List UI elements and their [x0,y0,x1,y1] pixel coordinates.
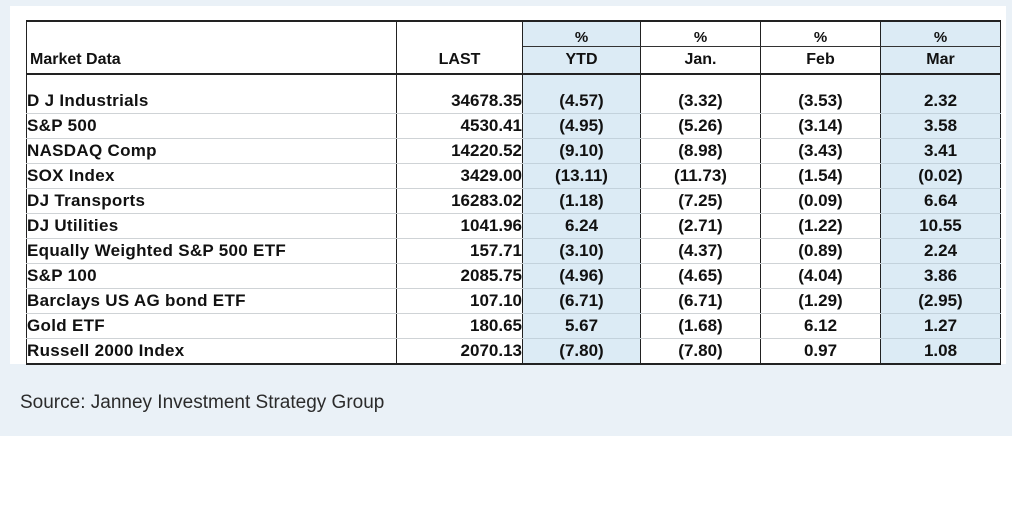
table-row: Gold ETF 180.65 5.67 (1.68) 6.12 1.27 [26,313,1001,339]
header-mar: Mar [880,46,1001,75]
row-mar: 2.32 [880,89,1001,114]
row-feb: (1.22) [760,213,881,239]
table-row: DJ Transports 16283.02 (1.18) (7.25) (0.09) 6… [26,188,1001,214]
row-feb: (0.09) [760,188,881,214]
row-ytd: (4.57) [522,89,641,114]
row-mar: 3.86 [880,263,1001,289]
header-jan: Jan. [640,46,761,75]
table-row: Russell 2000 Index 2070.13 (7.80) (7.80) 0.9… [26,338,1001,365]
row-feb: (1.29) [760,288,881,314]
row-feb: 0.97 [760,338,881,365]
row-mar: (2.95) [880,288,1001,314]
market-data-table: % % % % Market Data LAST YTD Jan. Feb Ma… [26,20,1001,365]
row-jan: (2.71) [640,213,761,239]
table-row: SOX Index 3429.00 (13.11) (11.73) (1.54) (0.0… [26,163,1001,189]
row-jan: (5.26) [640,113,761,139]
row-last: 157.71 [396,238,523,264]
table-row: NASDAQ Comp 14220.52 (9.10) (8.98) (3.43) 3.4… [26,138,1001,164]
row-feb: (0.89) [760,238,881,264]
row-name: Gold ETF [26,313,397,339]
header-row-percent: % % % % [26,20,1001,47]
row-mar: 1.08 [880,338,1001,365]
row-jan: (3.32) [640,89,761,114]
row-mar: 3.41 [880,138,1001,164]
row-ytd: (13.11) [522,163,641,189]
row-feb: (3.53) [760,89,881,114]
market-data-table-card: % % % % Market Data LAST YTD Jan. Feb Ma… [10,6,1006,365]
row-last: 4530.41 [396,113,523,139]
row-jan: (7.25) [640,188,761,214]
header-cell-percent: % [880,20,1001,47]
header-ytd: YTD [522,46,641,75]
row-last: 2085.75 [396,263,523,289]
row-jan: (8.98) [640,138,761,164]
header-cell-percent: % [760,20,881,47]
row-ytd: 6.24 [522,213,641,239]
table-row: S&P 500 4530.41 (4.95) (5.26) (3.14) 3.58 [26,113,1001,139]
row-jan: (4.37) [640,238,761,264]
header-feb: Feb [760,46,881,75]
header-cell-percent: % [640,20,761,47]
row-name: S&P 500 [26,113,397,139]
row-ytd: (4.96) [522,263,641,289]
row-ytd: (3.10) [522,238,641,264]
row-feb: 6.12 [760,313,881,339]
header-cell [396,20,523,47]
table-row: D J Industrials 34678.35 (4.57) (3.32) (3.53… [26,89,1001,114]
row-mar: 1.27 [880,313,1001,339]
figure-panel: % % % % Market Data LAST YTD Jan. Feb Ma… [0,0,1012,436]
row-ytd: (6.71) [522,288,641,314]
row-jan: (1.68) [640,313,761,339]
table-row: Equally Weighted S&P 500 ETF 157.71 (3.10)… [26,238,1001,264]
row-last: 34678.35 [396,89,523,114]
row-jan: (11.73) [640,163,761,189]
row-feb: (3.14) [760,113,881,139]
row-mar: 10.55 [880,213,1001,239]
row-ytd: (4.95) [522,113,641,139]
row-feb: (1.54) [760,163,881,189]
row-jan: (4.65) [640,263,761,289]
row-mar: (0.02) [880,163,1001,189]
row-mar: 6.64 [880,188,1001,214]
row-last: 1041.96 [396,213,523,239]
header-last: LAST [396,46,523,75]
row-feb: (3.43) [760,138,881,164]
row-name: NASDAQ Comp [26,138,397,164]
header-cell [26,20,397,47]
row-ytd: 5.67 [522,313,641,339]
row-jan: (7.80) [640,338,761,365]
row-name: DJ Transports [26,188,397,214]
header-row-labels: Market Data LAST YTD Jan. Feb Mar [26,46,1001,75]
row-ytd: (1.18) [522,188,641,214]
row-name: S&P 100 [26,263,397,289]
row-name: Barclays US AG bond ETF [26,288,397,314]
table-row: DJ Utilities 1041.96 6.24 (2.71) (1.22) 10.55 [26,213,1001,239]
row-mar: 3.58 [880,113,1001,139]
table-row: Barclays US AG bond ETF 107.10 (6.71) (6.71… [26,288,1001,314]
row-name: SOX Index [26,163,397,189]
row-last: 14220.52 [396,138,523,164]
spacer-row [26,74,1001,89]
row-feb: (4.04) [760,263,881,289]
row-jan: (6.71) [640,288,761,314]
row-name: Equally Weighted S&P 500 ETF [26,238,397,264]
source-caption: Source: Janney Investment Strategy Group [20,392,385,413]
row-name: DJ Utilities [26,213,397,239]
row-last: 16283.02 [396,188,523,214]
row-name: Russell 2000 Index [26,338,397,365]
row-last: 2070.13 [396,338,523,365]
header-cell-percent: % [522,20,641,47]
row-name: D J Industrials [26,89,397,114]
row-last: 3429.00 [396,163,523,189]
header-market-data: Market Data [26,46,397,75]
row-last: 180.65 [396,313,523,339]
row-mar: 2.24 [880,238,1001,264]
row-ytd: (9.10) [522,138,641,164]
row-last: 107.10 [396,288,523,314]
row-ytd: (7.80) [522,338,641,365]
table-row: S&P 100 2085.75 (4.96) (4.65) (4.04) 3.86 [26,263,1001,289]
